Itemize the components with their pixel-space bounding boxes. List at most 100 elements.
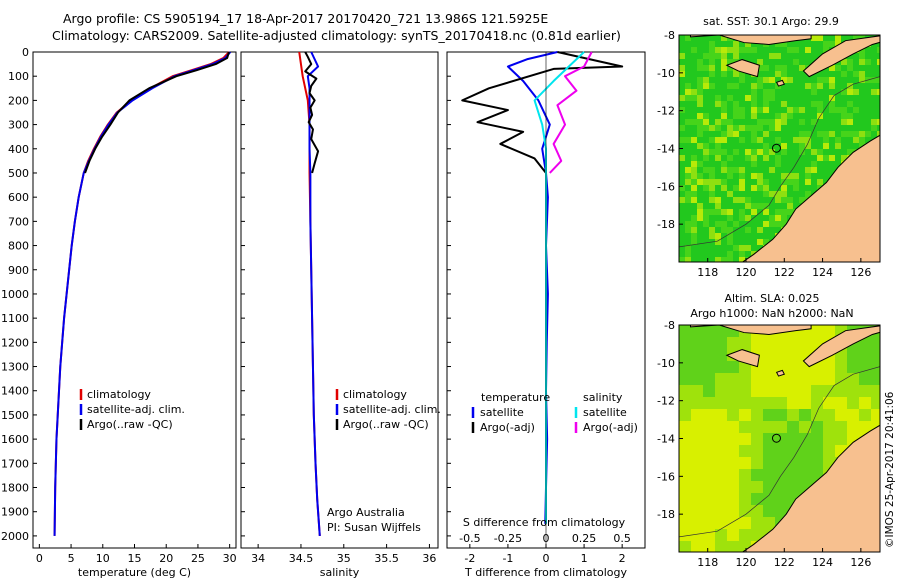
ocean-cell [697,185,704,192]
ocean-cell [871,83,878,90]
ocean-cell [877,59,880,66]
s-tick-label: -0.5 [459,532,480,545]
ocean-cell [871,113,878,120]
ocean-cell [829,107,836,114]
ocean-cell [871,77,878,84]
ocean-cell [697,95,704,102]
ocean-cell [823,445,836,458]
ocean-cell [775,173,782,180]
ocean-cell [721,167,728,174]
ocean-cell [847,119,854,126]
ocean-cell [841,83,848,90]
ocean-cell [781,137,788,144]
ocean-cell [763,233,770,240]
ocean-cell [823,155,830,162]
ocean-cell [775,185,782,192]
figure-title-line-2: Climatology: CARS2009. Satellite-adjuste… [52,28,621,43]
ocean-cell [871,53,878,60]
ocean-cell [697,203,704,210]
ocean-cell [781,149,788,156]
ocean-cell [835,125,842,132]
ocean-cell [877,107,880,114]
ocean-cell [793,131,800,138]
ocean-cell [691,95,698,102]
ocean-cell [727,167,734,174]
ocean-cell [763,143,770,150]
ocean-cell [697,197,704,204]
ocean-cell [691,227,698,234]
map-sst-title: sat. SST: 30.1 Argo: 29.9 [703,15,839,28]
ocean-cell [685,137,692,144]
ocean-cell [847,385,860,398]
ocean-cell [691,65,698,72]
ocean-cell [739,101,746,108]
ocean-cell [757,95,764,102]
ocean-cell [871,337,880,350]
ocean-cell [715,197,722,204]
ocean-cell [793,101,800,108]
ocean-cell [817,41,824,48]
ocean-cell [865,71,872,78]
ocean-cell [811,101,818,108]
ocean-cell [751,337,764,350]
ocean-cell [691,167,698,174]
ocean-cell [715,397,728,410]
ocean-cell [817,167,824,174]
ocean-cell [877,65,880,72]
ocean-cell [703,469,716,482]
ocean-cell [799,119,806,126]
ocean-cell [751,53,758,60]
ocean-cell [841,119,848,126]
ocean-cell [763,457,776,470]
ocean-cell [709,119,716,126]
ocean-cell [709,113,716,120]
ocean-cell [781,185,788,192]
ocean-cell [811,83,818,90]
ocean-cell [763,421,776,434]
ocean-cell [733,113,740,120]
ocean-cell [679,89,686,96]
ocean-cell [745,137,752,144]
ocean-cell [691,77,698,84]
ocean-cell [679,215,686,222]
ocean-cell [763,167,770,174]
ocean-cell [811,119,818,126]
ocean-cell [739,481,752,494]
ocean-cell [739,143,746,150]
ocean-cell [739,203,746,210]
ocean-cell [769,83,776,90]
ocean-cell [739,89,746,96]
ocean-cell [757,227,764,234]
ocean-cell [781,215,788,222]
ocean-cell [769,59,776,66]
ocean-cell [787,77,794,84]
x-tick-label: -2 [464,552,475,565]
ocean-cell [763,59,770,66]
ocean-cell [805,59,812,66]
ocean-cell [745,143,752,150]
ocean-cell [781,209,788,216]
y-tick-label: 1700 [1,457,29,470]
ocean-cell [865,65,872,72]
ocean-cell [787,107,794,114]
ocean-cell [865,83,872,90]
ocean-cell [793,53,800,60]
ocean-cell [841,113,848,120]
ocean-cell [763,131,770,138]
ocean-cell [691,209,698,216]
map-x-tick-label: 124 [812,266,833,279]
ocean-cell [835,433,848,446]
island [689,325,812,335]
ocean-cell [853,95,860,102]
ocean-cell [721,101,728,108]
ocean-cell [841,143,848,150]
ocean-cell [763,149,770,156]
ocean-cell [757,53,764,60]
ocean-cell [835,113,842,120]
ocean-cell [739,107,746,114]
ocean-cell [703,119,710,126]
s-axis-label: S difference from climatology [463,516,626,529]
australia-landmass [741,134,880,262]
ocean-cell [835,373,848,386]
ocean-cell [733,167,740,174]
